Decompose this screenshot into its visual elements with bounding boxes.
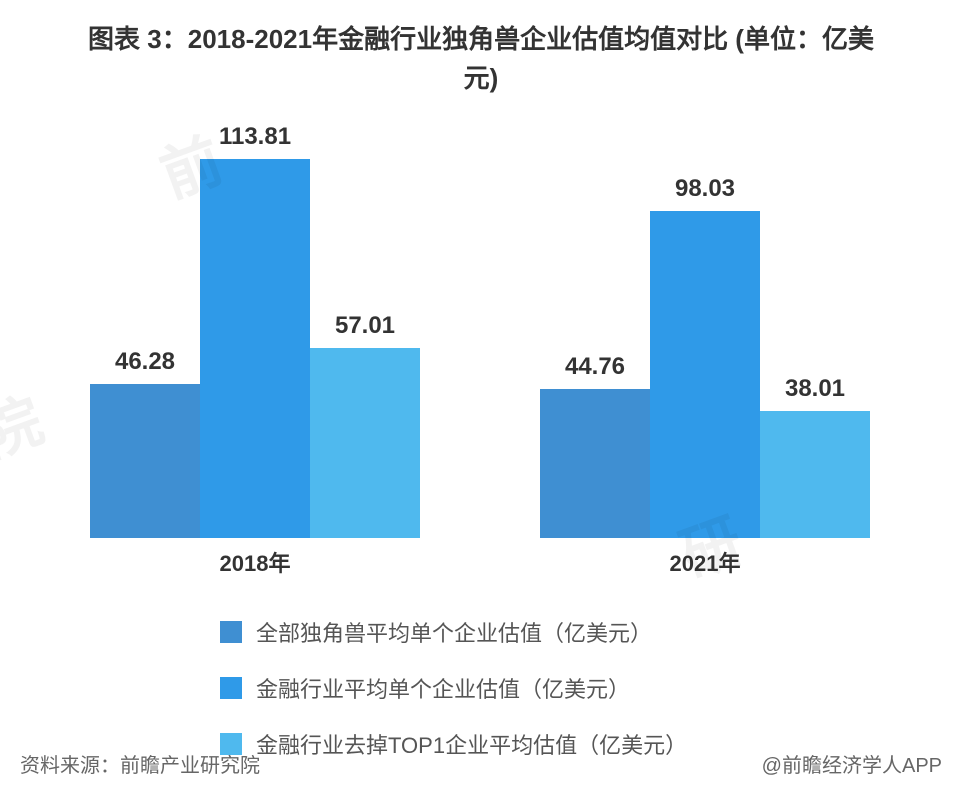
legend-swatch: [220, 677, 242, 699]
bar-group-0: 46.28 113.81 57.01: [90, 123, 420, 538]
bar: [310, 348, 420, 538]
bar-value-label: 38.01: [785, 375, 845, 403]
x-axis: 2018年 2021年: [0, 546, 962, 586]
bar: [540, 389, 650, 538]
legend: 全部独角兽平均单个企业估值（亿美元）金融行业平均单个企业估值（亿美元）金融行业去…: [0, 616, 962, 760]
bar: [650, 211, 760, 538]
bar-wrap: 44.76: [540, 353, 650, 538]
bar-wrap: 57.01: [310, 312, 420, 538]
bar-wrap: 46.28: [90, 348, 200, 538]
chart-plot-area: 46.28113.8157.0144.7698.0338.01: [0, 138, 962, 538]
bar-value-label: 113.81: [219, 123, 291, 151]
bar-wrap: 98.03: [650, 175, 760, 538]
bar-group-1: 44.76 98.03 38.01: [540, 175, 870, 538]
x-axis-label: 2018年: [220, 546, 291, 578]
legend-label: 全部独角兽平均单个企业估值（亿美元）: [256, 616, 652, 648]
legend-item: 金融行业平均单个企业估值（亿美元）: [220, 672, 962, 704]
bar: [200, 159, 310, 538]
bar-value-label: 57.01: [335, 312, 395, 340]
chart-title: 图表 3：2018-2021年金融行业独角兽企业估值均值对比 (单位：亿美元): [0, 0, 962, 108]
bar: [760, 411, 870, 538]
bar-wrap: 113.81: [200, 123, 310, 538]
legend-swatch: [220, 621, 242, 643]
legend-label: 金融行业平均单个企业估值（亿美元）: [256, 672, 630, 704]
bar-value-label: 98.03: [675, 175, 735, 203]
bar: [90, 384, 200, 538]
footer: 资料来源：前瞻产业研究院 @前瞻经济学人APP: [0, 749, 962, 778]
source-label: 资料来源：前瞻产业研究院: [20, 749, 260, 778]
bar-value-label: 46.28: [115, 348, 175, 376]
x-axis-label: 2021年: [670, 546, 741, 578]
bar-wrap: 38.01: [760, 375, 870, 538]
bar-value-label: 44.76: [565, 353, 625, 381]
legend-item: 全部独角兽平均单个企业估值（亿美元）: [220, 616, 962, 648]
attribution-label: @前瞻经济学人APP: [762, 749, 942, 778]
